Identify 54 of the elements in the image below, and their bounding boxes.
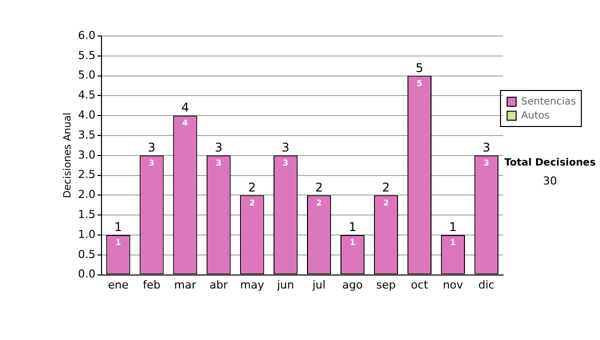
total-label: 1 [348,220,356,234]
y-tick-label: 0.0 [78,268,96,281]
y-tick-label: 4.0 [78,108,96,122]
data-label: 2 [249,198,255,208]
total-label: 3 [214,140,222,155]
x-tick-label: ago [342,278,364,292]
data-label: 4 [182,118,188,128]
data-label: 1 [450,238,456,248]
text: Total Decisiones [504,157,596,168]
x-tick-label: may [240,278,265,292]
data-label: 3 [216,158,222,168]
x-tick-label: mar [174,278,197,292]
legend-label: Sentencias [521,96,576,108]
data-label: 1 [115,238,122,248]
y-tick-label: 6.0 [78,28,96,42]
data-label: 3 [282,158,288,168]
y-tick-label: 1.5 [78,208,96,221]
x-tick-label: jul [312,278,326,292]
total-label: 1 [114,220,122,234]
total-label: 2 [382,180,390,194]
data-label: 2 [316,198,322,208]
x-tick-label: sep [376,278,396,292]
x-tick-label: dic [478,278,494,292]
y-tick-label: 3.0 [78,148,96,162]
text: 30 [543,174,557,188]
total-label: 5 [416,60,424,75]
data-label: 1 [350,238,356,248]
x-tick-label: oct [410,278,429,292]
total-label: 3 [282,140,290,155]
y-tick-label: 2.5 [78,168,96,182]
total-label: 3 [482,140,490,155]
y-tick-label: 0.5 [78,248,96,261]
total-label: 2 [248,180,256,194]
x-tick-label: feb [142,278,161,292]
data-label: 3 [484,158,490,168]
total-label: 4 [181,100,189,115]
y-tick-label: 5.5 [78,48,96,62]
total-label: 3 [148,140,156,155]
x-tick-label: abr [210,278,228,292]
data-label: 5 [416,78,423,88]
data-label: 2 [383,198,389,208]
total-label: 2 [315,180,323,194]
x-tick-label: jun [276,278,294,292]
y-axis-title: Decisiones Anual [62,112,74,198]
y-tick-label: 5.0 [78,68,96,82]
data-label: 3 [148,158,154,168]
x-tick-label: ene [108,278,129,292]
y-tick-label: 2.0 [78,188,96,202]
legend-label: Autos [521,110,550,122]
y-tick-label: 1.0 [78,228,96,241]
y-tick-label: 3.5 [78,128,96,142]
y-tick-label: 4.5 [78,88,96,102]
total-label: 1 [449,220,457,234]
x-tick-label: nov [442,278,464,292]
